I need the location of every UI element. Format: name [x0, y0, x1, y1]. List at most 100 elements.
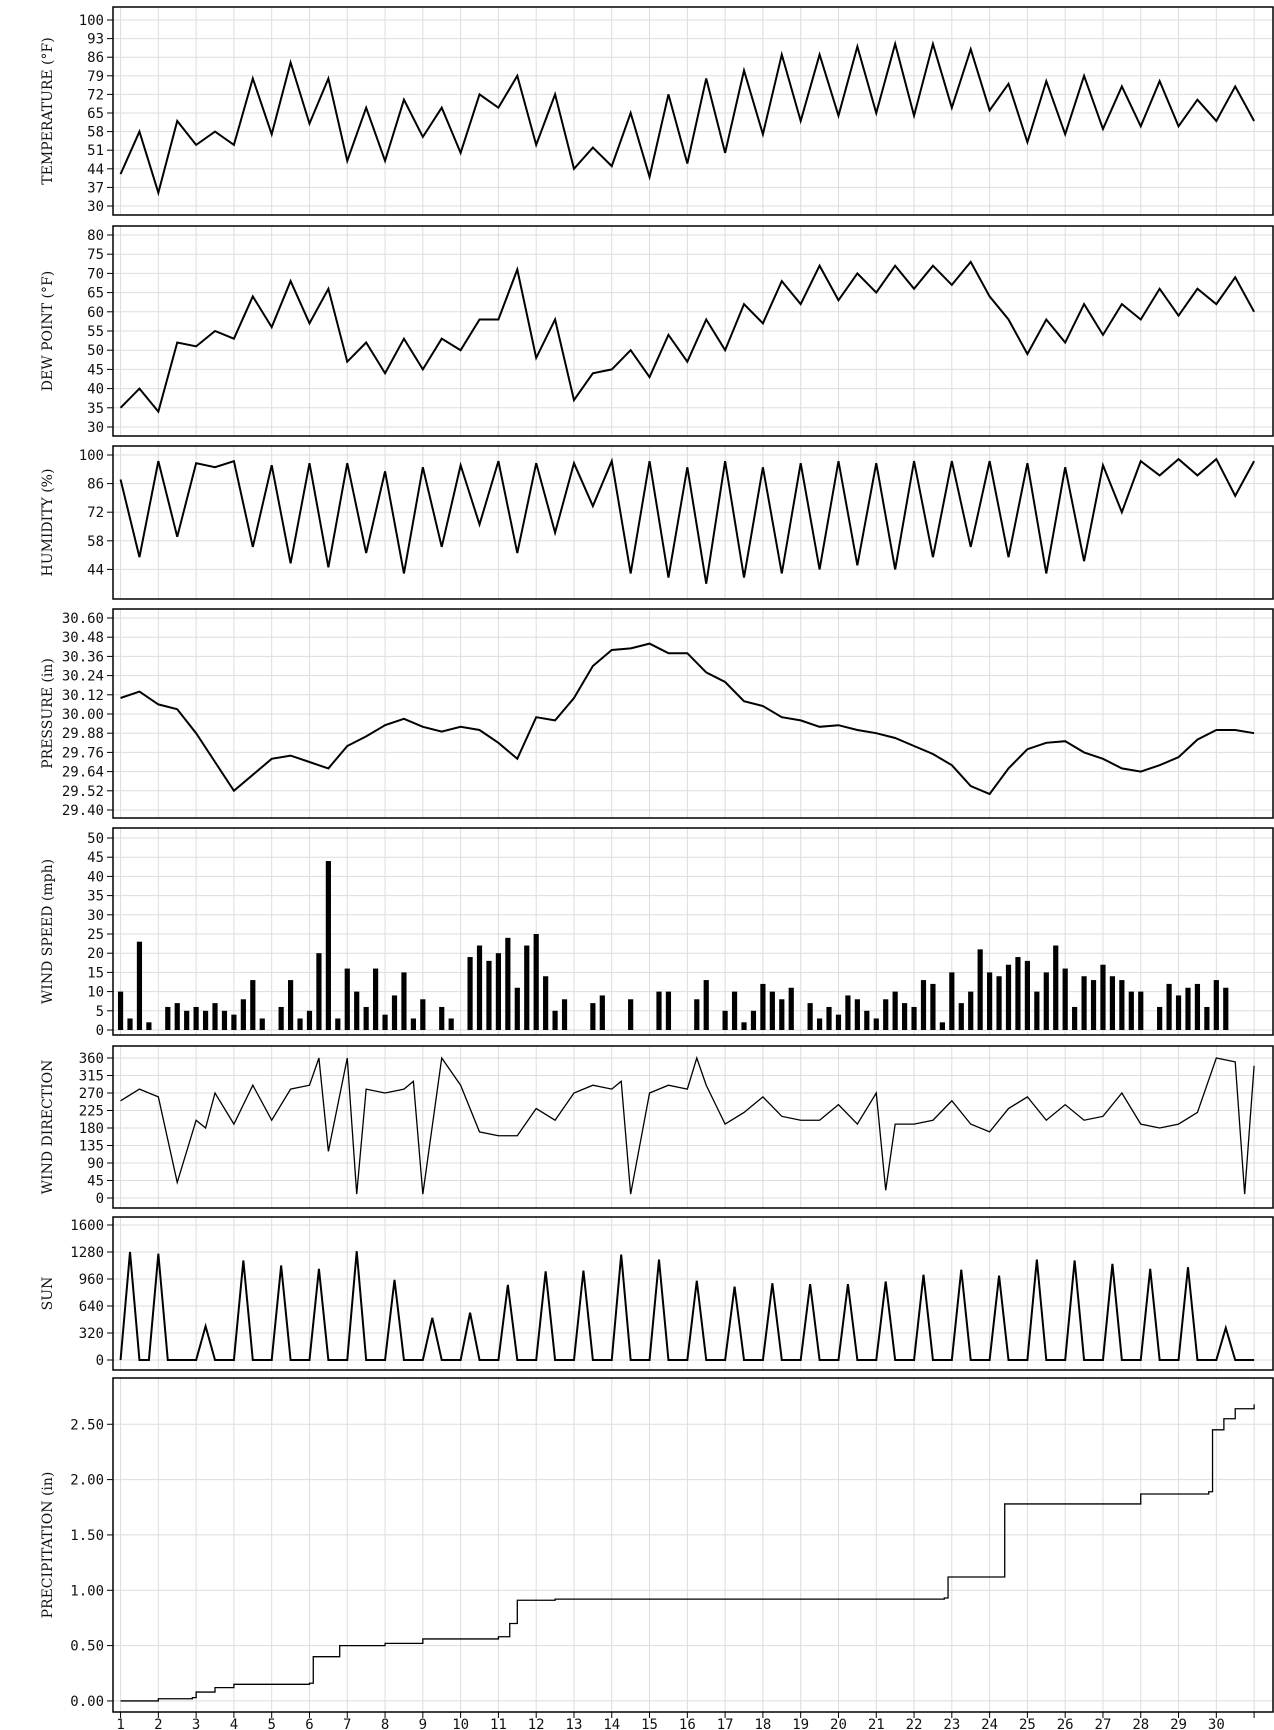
series-line — [119, 1251, 1255, 1361]
panel-frame — [112, 827, 1274, 1036]
x-tick-label: 20 — [830, 1717, 847, 1730]
y-tick-label: 30 — [87, 908, 104, 924]
x-tick-label: 4 — [230, 1717, 238, 1730]
y-tick-label: 40 — [87, 382, 104, 398]
wind-speed-bar — [1043, 972, 1049, 1030]
y-tick-label: 360 — [79, 1051, 104, 1067]
wind-speed-bar — [807, 1003, 813, 1030]
wind-speed-bar — [486, 960, 492, 1030]
wind-speed-bar — [1109, 976, 1116, 1030]
y-tick-label: 55 — [87, 324, 104, 340]
wind-speed-bar — [599, 995, 605, 1030]
wind-speed-bar — [987, 972, 993, 1030]
y-tick-label: 2.00 — [70, 1473, 104, 1489]
wind-speed-bar — [543, 976, 549, 1030]
x-tick-label: 23 — [943, 1717, 960, 1730]
wind-speed-bar — [410, 1018, 416, 1030]
wind-speed-bar — [1015, 957, 1021, 1030]
x-tick-label: 17 — [717, 1717, 734, 1730]
x-tick-label: 2 — [154, 1717, 162, 1730]
wind-speed-bar — [306, 1010, 313, 1030]
wind-speed-bar — [788, 987, 794, 1030]
wind-speed-bar — [826, 1006, 832, 1030]
y-tick-label: 29.76 — [62, 745, 104, 761]
wind-speed-bar — [117, 991, 124, 1030]
wind-speed-bar — [816, 1018, 823, 1030]
panel-4: 29.40 29.52 29.64 29.76 29.88 30.00 30.12 30.24… — [40, 608, 1274, 819]
y-tick-label: 72 — [87, 87, 104, 103]
wind-speed-bar — [335, 1018, 341, 1030]
y-tick-label: 90 — [87, 1156, 104, 1172]
wind-speed-bar — [193, 1006, 199, 1030]
wind-speed-bar — [1223, 987, 1229, 1030]
y-tick-label: 0.50 — [70, 1639, 104, 1655]
x-tick-label: 11 — [490, 1717, 507, 1730]
series-line — [119, 40, 1255, 197]
wind-speed-bar — [590, 1003, 596, 1030]
wind-speed-bar — [391, 995, 398, 1030]
y-tick-label: 15 — [87, 965, 104, 981]
x-tick-label: 27 — [1095, 1717, 1112, 1730]
series-line — [120, 1404, 1255, 1702]
y-tick-label: 0 — [96, 1023, 104, 1039]
y-tick-label: 180 — [79, 1121, 104, 1137]
x-tick-label: 19 — [792, 1717, 809, 1730]
wind-speed-bar — [741, 1022, 747, 1030]
y-tick-label: 2.50 — [70, 1417, 104, 1433]
wind-speed-bar — [259, 1018, 265, 1030]
y-tick-label: 45 — [87, 850, 104, 866]
wind-speed-bar — [354, 991, 360, 1030]
x-tick-label: 3 — [192, 1717, 200, 1730]
y-axis-label: WIND SPEED (mph) — [40, 859, 56, 1004]
y-tick-label: 30.48 — [62, 630, 104, 646]
series-line — [119, 457, 1255, 584]
x-tick-label: 7 — [343, 1717, 351, 1730]
y-tick-label: 45 — [87, 362, 104, 378]
wind-speed-bar — [1081, 976, 1087, 1030]
wind-speed-bar — [1204, 1006, 1210, 1030]
panel-frame — [112, 445, 1274, 600]
wind-speed-bar — [694, 999, 700, 1030]
y-tick-label: 58 — [87, 534, 104, 550]
wind-speed-bar — [476, 945, 483, 1030]
wind-speed-bar — [835, 1014, 842, 1030]
y-tick-label: 25 — [87, 927, 104, 943]
wind-speed-bar — [165, 1006, 171, 1030]
y-tick-label: 35 — [87, 889, 104, 905]
y-tick-label: 93 — [87, 32, 104, 48]
x-tick-label: 14 — [603, 1717, 620, 1730]
y-tick-label: 60 — [87, 305, 104, 321]
wind-speed-bar — [240, 999, 246, 1030]
y-tick-label: 10 — [87, 985, 104, 1001]
wind-speed-bar — [1100, 964, 1106, 1030]
wind-speed-bar — [401, 972, 407, 1030]
y-tick-label: 135 — [79, 1139, 104, 1155]
wind-speed-bar — [382, 1014, 388, 1030]
wind-speed-bar — [892, 991, 898, 1030]
y-tick-label: 58 — [87, 125, 104, 141]
panel-frame — [112, 1377, 1274, 1713]
wind-speed-bar — [854, 999, 860, 1030]
wind-speed-bar — [184, 1010, 190, 1030]
panel-8: 0.00 0.50 1.00 1.50 2.00 2.50 PRECIPITATION (i… — [40, 1377, 1274, 1713]
y-tick-label: 320 — [79, 1326, 104, 1342]
x-tick-label: 26 — [1057, 1717, 1074, 1730]
y-tick-label: 1.00 — [70, 1583, 104, 1599]
panel-frame — [112, 1045, 1274, 1209]
wind-speed-bar — [901, 1003, 908, 1030]
wind-speed-bar — [439, 1006, 445, 1030]
wind-speed-bar — [127, 1018, 133, 1030]
y-tick-label: 70 — [87, 266, 104, 282]
wind-speed-bar — [1119, 980, 1125, 1030]
x-tick-label: 28 — [1132, 1717, 1149, 1730]
y-tick-label: 65 — [87, 106, 104, 122]
y-axis-label: PRESSURE (in) — [40, 658, 56, 769]
wind-speed-bar — [1166, 983, 1172, 1030]
panel-1: 30 37 44 51 58 65 72 79 86 93 100 TEMPERATURE (°F) — [40, 6, 1274, 216]
wind-speed-bar — [656, 991, 662, 1030]
y-tick-label: 30.24 — [62, 669, 104, 685]
x-tick-label: 21 — [868, 1717, 885, 1730]
y-tick-label: 30.00 — [62, 707, 104, 723]
x-tick-label: 30 — [1208, 1717, 1225, 1730]
